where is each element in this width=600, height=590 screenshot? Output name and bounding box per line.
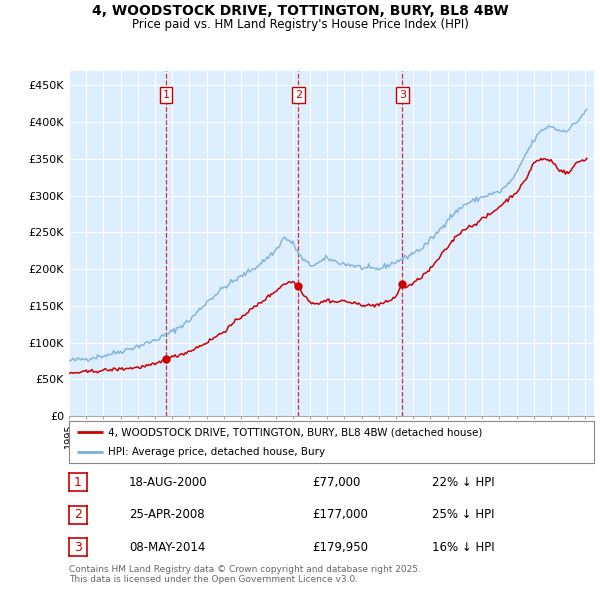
Text: 1: 1 xyxy=(74,476,82,489)
Text: £179,950: £179,950 xyxy=(312,540,368,554)
Text: 2: 2 xyxy=(74,508,82,522)
Text: Price paid vs. HM Land Registry's House Price Index (HPI): Price paid vs. HM Land Registry's House … xyxy=(131,18,469,31)
Text: 22% ↓ HPI: 22% ↓ HPI xyxy=(432,476,494,489)
Text: 4, WOODSTOCK DRIVE, TOTTINGTON, BURY, BL8 4BW (detached house): 4, WOODSTOCK DRIVE, TOTTINGTON, BURY, BL… xyxy=(109,427,483,437)
Text: £77,000: £77,000 xyxy=(312,476,361,489)
Text: Contains HM Land Registry data © Crown copyright and database right 2025.
This d: Contains HM Land Registry data © Crown c… xyxy=(69,565,421,584)
Text: 2: 2 xyxy=(295,90,302,100)
Text: 08-MAY-2014: 08-MAY-2014 xyxy=(129,540,205,554)
Text: 1: 1 xyxy=(163,90,169,100)
Text: 16% ↓ HPI: 16% ↓ HPI xyxy=(432,540,494,554)
Text: 25-APR-2008: 25-APR-2008 xyxy=(129,508,205,522)
Text: HPI: Average price, detached house, Bury: HPI: Average price, detached house, Bury xyxy=(109,447,325,457)
Text: 4, WOODSTOCK DRIVE, TOTTINGTON, BURY, BL8 4BW: 4, WOODSTOCK DRIVE, TOTTINGTON, BURY, BL… xyxy=(92,4,508,18)
Text: 3: 3 xyxy=(74,540,82,554)
Text: 18-AUG-2000: 18-AUG-2000 xyxy=(129,476,208,489)
Text: £177,000: £177,000 xyxy=(312,508,368,522)
Text: 25% ↓ HPI: 25% ↓ HPI xyxy=(432,508,494,522)
Text: 3: 3 xyxy=(399,90,406,100)
